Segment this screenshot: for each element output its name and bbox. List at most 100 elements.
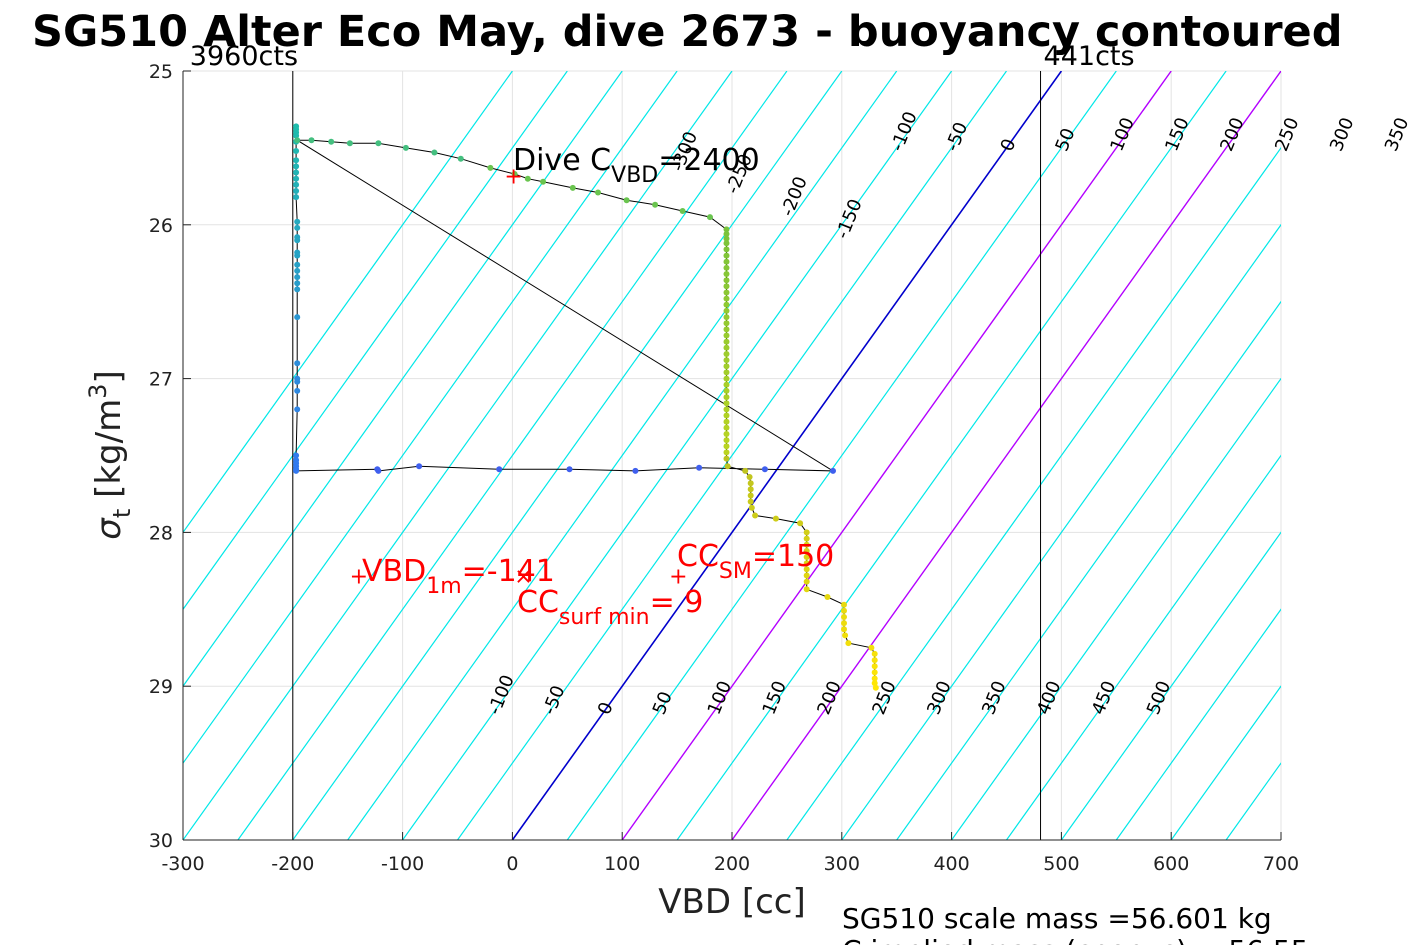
axes: -300 -200 -100 0 100 200 300 400 500 600 700252627…	[149, 61, 1299, 875]
data-point	[723, 240, 730, 247]
cc-surf-min-suffix: = 9	[650, 585, 704, 620]
cc-surf-min-sub: surf min	[559, 605, 650, 630]
data-point	[723, 301, 730, 308]
vbd-1m-prefix: VBD	[362, 554, 426, 589]
x-tick-label: 500	[1043, 853, 1079, 875]
cc-surf-min-text: CCsurf min= 9	[517, 585, 703, 630]
data-point	[742, 467, 749, 474]
data-point	[723, 400, 730, 407]
data-point	[294, 137, 301, 144]
data-point	[803, 586, 810, 593]
data-point	[293, 148, 300, 154]
data-point	[679, 208, 686, 214]
data-point	[511, 171, 518, 177]
data-point	[871, 669, 878, 676]
data-point	[723, 418, 730, 425]
footer-implied-mass: C implied mass (cnonvc) = 56.55	[842, 934, 1309, 945]
data-point	[723, 449, 730, 456]
contour-line	[786, 146, 1281, 840]
data-point	[824, 594, 831, 600]
x-tick-label: 300	[824, 853, 860, 875]
data-point	[294, 237, 301, 244]
data-point	[723, 277, 730, 284]
data-point	[871, 675, 878, 682]
data-point	[652, 201, 659, 208]
data-point	[747, 480, 754, 487]
data-point	[803, 572, 810, 579]
contour-line	[731, 71, 1281, 840]
data-point	[723, 231, 730, 237]
data-point	[723, 252, 730, 259]
data-point	[623, 197, 630, 204]
data-point	[402, 144, 409, 151]
y-tick-label: 25	[149, 61, 173, 83]
dive-cvbd-text: Dive CVBD=2400	[513, 143, 760, 188]
cc-surf-min-marker: ×	[514, 564, 532, 589]
contour-line	[237, 71, 788, 840]
contour-label-top: 200	[1216, 115, 1248, 155]
data-point	[803, 566, 810, 573]
data-point	[724, 463, 731, 470]
max-vbd-label: 441cts	[1044, 41, 1135, 72]
data-point	[723, 424, 730, 431]
contour-label-top: 100	[1106, 115, 1138, 155]
contour-label-bottom: 0	[594, 699, 618, 717]
cc-sm-marker: +	[669, 564, 687, 589]
contour-line	[1006, 454, 1281, 840]
data-point	[294, 378, 301, 385]
data-point	[723, 375, 730, 382]
data-point	[723, 307, 730, 314]
data-point	[723, 344, 730, 351]
min-vbd-label: 3960cts	[190, 41, 298, 72]
data-point	[308, 137, 315, 144]
contour-line	[841, 223, 1281, 840]
data-point	[496, 466, 503, 473]
contour-line	[511, 71, 1063, 840]
data-point	[752, 512, 759, 519]
data-point	[723, 412, 730, 419]
x-tick-label: -100	[381, 853, 424, 875]
data-point	[723, 437, 730, 444]
y-tick-label: 28	[149, 522, 173, 544]
data-point	[830, 467, 836, 474]
data-point	[294, 261, 301, 268]
contour-label-top: 0	[997, 136, 1021, 154]
cc-sm-text: CCSM=150	[677, 539, 834, 584]
contour-line	[1115, 608, 1281, 840]
data-point	[868, 644, 875, 651]
contour-label-top: 150	[1161, 115, 1193, 155]
data-point	[723, 226, 730, 233]
x-tick-label: -200	[271, 853, 314, 875]
contour-label-top: 300	[1326, 115, 1358, 155]
data-point	[723, 387, 730, 394]
data-point	[293, 181, 300, 188]
contour-line	[1060, 531, 1281, 840]
contour-label-bottom: 400	[1033, 678, 1065, 718]
contour-label-bottom: 300	[923, 678, 955, 718]
data-point	[871, 650, 878, 657]
data-point	[294, 218, 301, 225]
dive-cvbd-marker: +	[504, 165, 522, 190]
data-point	[723, 443, 730, 450]
y-axis-label: σt [kg/m3]	[84, 370, 136, 539]
data-point	[841, 614, 847, 620]
data-point	[293, 188, 300, 194]
contour-label-bottom: 450	[1088, 678, 1120, 718]
data-point	[845, 640, 852, 647]
data-point	[293, 452, 300, 459]
data-point	[293, 169, 300, 176]
footer-implied-mass-rest: implied mass (cnonvc) = 56.55	[862, 934, 1309, 945]
data-point	[294, 274, 301, 281]
x-tick-label: 0	[506, 853, 518, 875]
contour-line	[183, 71, 513, 534]
y-tick-label: 27	[149, 369, 173, 391]
data-point	[294, 280, 301, 287]
contour-line	[621, 71, 1172, 840]
cc-sm-prefix: CC	[677, 539, 719, 574]
contour-line	[896, 300, 1281, 840]
contour-label-top: 250	[1271, 115, 1303, 155]
y-label-part: 3	[84, 384, 112, 399]
contour-line	[1225, 762, 1281, 840]
data-point	[723, 314, 730, 321]
vbd-1m-suffix: =-141	[462, 554, 555, 589]
